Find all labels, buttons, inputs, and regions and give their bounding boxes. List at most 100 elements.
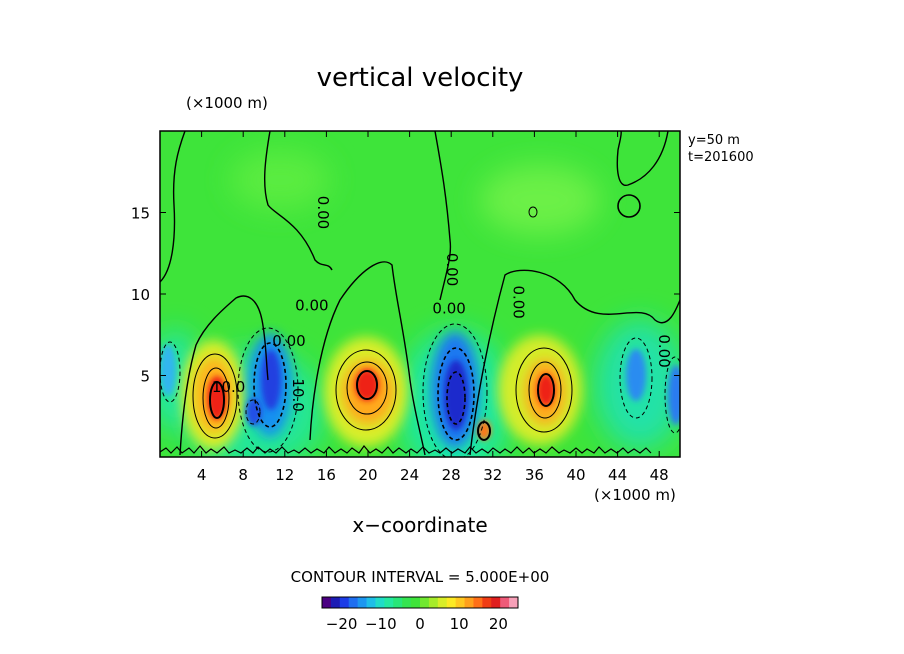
- x-tick-label: 4: [197, 466, 207, 484]
- colorbar-cell: [420, 597, 430, 608]
- contour-updraft-2: [346, 361, 388, 415]
- contour-downdraft-1: [245, 399, 261, 425]
- colorbar-cell: [393, 597, 403, 608]
- x-tick-label: 28: [442, 466, 461, 484]
- y-tick-label: 15: [131, 205, 150, 223]
- x-tick-label: 32: [483, 466, 502, 484]
- contour-updraft-2: [335, 349, 397, 431]
- x-tick-label: 8: [238, 466, 248, 484]
- x-tick-label: 48: [650, 466, 669, 484]
- annotation-t: t=201600: [688, 150, 754, 165]
- colorbar-cell: [455, 597, 465, 608]
- colorbar: −20 −10 0 10 20: [321, 596, 519, 633]
- contour-zero-upper: [434, 131, 452, 301]
- contour-updraft-1: [192, 353, 238, 439]
- y-tick-label: 5: [140, 368, 150, 386]
- contour-label: 0.00: [272, 332, 305, 350]
- contour-label: 0.00: [314, 196, 332, 229]
- colorbar-cell: [411, 597, 421, 608]
- x-tick-label: 24: [400, 466, 419, 484]
- colorbar-cell: [500, 597, 510, 608]
- colorbar-cell: [339, 597, 350, 608]
- colorbar-cell: [491, 597, 501, 608]
- contour-downdraft-1: [237, 327, 299, 453]
- contour-downdraft-2: [446, 371, 466, 425]
- x-tick-label: 20: [358, 466, 377, 484]
- contour-downdraft-2: [437, 347, 475, 441]
- contour-updraft-2: [356, 370, 378, 400]
- colorbar-cell: [446, 597, 457, 608]
- annotation-y: y=50 m: [688, 133, 740, 148]
- colorbar-cell: [366, 597, 376, 608]
- colorbar-cell: [473, 597, 483, 608]
- colorbar-tick-label: −20: [326, 615, 358, 633]
- contour-cell-2: [309, 261, 426, 456]
- y-unit-label: (×1000 m): [186, 94, 268, 112]
- colorbar-cells: [322, 597, 519, 608]
- contour-updraft-1: [209, 381, 225, 419]
- contour-updraft-3: [515, 347, 573, 433]
- colorbar-cell: [428, 597, 439, 608]
- contour-label: 0.00: [432, 300, 465, 318]
- chart-title: vertical velocity: [317, 63, 524, 93]
- x-tick-label: 40: [566, 466, 585, 484]
- contour-label: 0.00: [443, 253, 461, 286]
- contour-downdraft-1: [253, 342, 287, 428]
- contour-label: 0.00: [295, 296, 328, 314]
- colorbar-cell: [509, 597, 519, 608]
- contour-downdraft-4: [160, 341, 181, 403]
- contour-downdraft-2: [422, 323, 488, 457]
- contour-downdraft-3: [619, 337, 653, 419]
- contour-lines: [160, 131, 680, 456]
- colorbar-cell: [348, 597, 359, 608]
- contour-label-text: 10.0: [289, 378, 307, 411]
- colorbar-cell: [357, 597, 367, 608]
- contour-label: 0.00: [510, 285, 528, 318]
- colorbar-cell: [330, 597, 341, 608]
- x-tick-label: 12: [275, 466, 294, 484]
- contour-cell-1: [179, 295, 269, 456]
- colorbar-tick-label: 20: [489, 615, 508, 633]
- contour-label-text: 10.0: [212, 378, 245, 396]
- x-tick-label: 44: [608, 466, 627, 484]
- contour-interval: CONTOUR INTERVAL = 5.000E+00: [291, 568, 550, 586]
- colorbar-tick-label: 0: [415, 615, 425, 633]
- contour-downdraft-3: [664, 356, 680, 434]
- surface-layer: [160, 445, 652, 454]
- colorbar-cell: [322, 597, 332, 608]
- contour-label-text: 0.00: [295, 296, 328, 314]
- contour-updraft-3: [528, 361, 562, 419]
- contour-zero-left: [160, 131, 186, 283]
- contour-label-text: 0.00: [432, 300, 465, 318]
- contour-label-text: 0.00: [443, 253, 461, 286]
- colorbar-cell: [437, 597, 448, 608]
- contour-ring: [528, 206, 538, 218]
- colorbar-frame: [321, 596, 519, 609]
- x-axis-title: x−coordinate: [352, 513, 487, 537]
- contour-label-text: 0.00: [314, 196, 332, 229]
- x-tick-label: 16: [317, 466, 336, 484]
- contour-label: 0.00: [655, 334, 673, 367]
- colorbar-cell: [384, 597, 394, 608]
- contour-updraft-3: [537, 373, 555, 407]
- contour-labels: 0.00 0.00 0.00 0.00 0.00 0.00 0.00 10.0 10.0: [212, 196, 673, 412]
- x-unit-label: (×1000 m): [594, 486, 676, 504]
- colorbar-tick-label: −10: [365, 615, 397, 633]
- colorbar-cell: [464, 597, 474, 608]
- colorbar-tick-label: 10: [450, 615, 469, 633]
- x-tick-label: 36: [525, 466, 544, 484]
- contour-zero-mid: [264, 131, 333, 271]
- contour-zero-right: [616, 131, 669, 186]
- contour-updraft-1: [202, 367, 230, 429]
- contour-ring: [617, 194, 641, 218]
- negative-contours: [160, 323, 680, 457]
- field-shading: [160, 150, 680, 457]
- contour-label: 10.0: [289, 378, 307, 411]
- contour-label-text: 0.00: [272, 332, 305, 350]
- y-tick-label: 10: [131, 286, 150, 304]
- colorbar-cell: [375, 597, 385, 608]
- contour-label-text: 0.00: [655, 334, 673, 367]
